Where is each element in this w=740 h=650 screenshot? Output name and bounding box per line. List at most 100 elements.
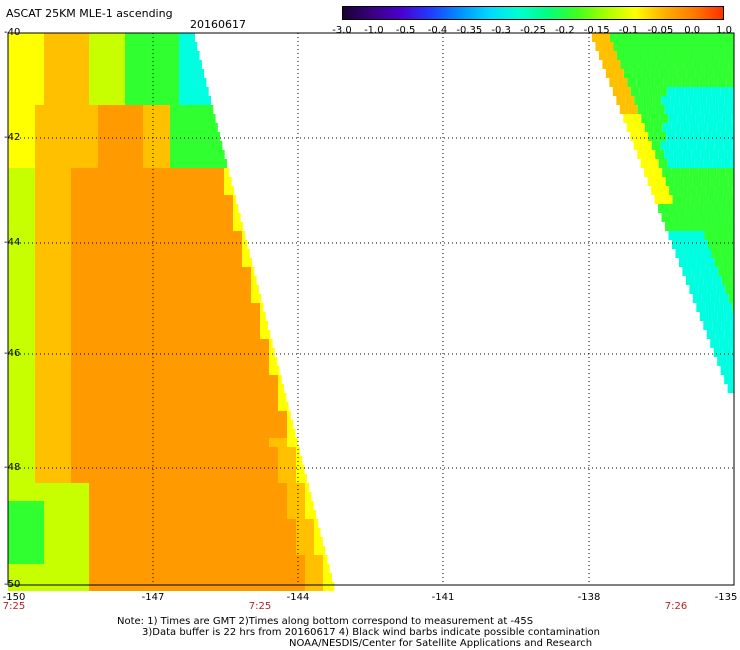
- swath-cell: [224, 150, 225, 159]
- swath-cell: [80, 546, 89, 555]
- swath-cell: [44, 123, 53, 132]
- swath-cell: [179, 42, 188, 51]
- swath-cell: [125, 375, 134, 384]
- swath-cell: [152, 393, 161, 402]
- swath-cell: [179, 33, 188, 42]
- swath-cell: [618, 78, 628, 87]
- swath-cell: [89, 465, 98, 474]
- swath-cell: [80, 195, 89, 204]
- swath-cell: [134, 168, 143, 177]
- swath-cell: [107, 267, 116, 276]
- swath-cell: [188, 546, 197, 555]
- swath-cell: [197, 312, 206, 321]
- swath-cell: [305, 555, 314, 564]
- swath-cell: [251, 546, 260, 555]
- swath-cell: [714, 141, 724, 150]
- swath-cell: [678, 258, 688, 267]
- swath-cell: [727, 384, 734, 393]
- swath-cell: [269, 555, 278, 564]
- swath-cell: [26, 78, 35, 87]
- swath-cell: [62, 42, 71, 51]
- swath-cell: [179, 447, 188, 456]
- swath-cell: [152, 303, 161, 312]
- swath-cell: [143, 285, 152, 294]
- swath-cell: [89, 42, 98, 51]
- swath-cell: [260, 294, 262, 303]
- swath-cell: [17, 132, 26, 141]
- swath-cell: [116, 312, 125, 321]
- swath-cell: [675, 87, 685, 96]
- swath-cell: [116, 474, 125, 483]
- swath-cell: [8, 528, 17, 537]
- swath-cell: [296, 573, 305, 582]
- swath-cell: [17, 429, 26, 438]
- swath-cell: [233, 411, 242, 420]
- swath-cell: [170, 546, 179, 555]
- swath-cell: [125, 42, 134, 51]
- swath-cell: [179, 114, 188, 123]
- swath-cell: [71, 519, 80, 528]
- swath-cell: [62, 150, 71, 159]
- swath-cell: [98, 60, 107, 69]
- swath-cell: [134, 231, 143, 240]
- swath-cell: [269, 384, 278, 393]
- swath-cell: [107, 411, 116, 420]
- swath-cell: [278, 393, 287, 402]
- swath-cell: [242, 285, 251, 294]
- swath-cell: [53, 60, 62, 69]
- swath-cell: [8, 105, 17, 114]
- swath-cell: [260, 501, 269, 510]
- swath-cell: [233, 312, 242, 321]
- swath-cell: [644, 123, 654, 132]
- swath-cell: [143, 546, 152, 555]
- swath-cell: [242, 258, 251, 267]
- swath-cell: [170, 411, 179, 420]
- swath-cell: [53, 510, 62, 519]
- swath-cell: [710, 294, 720, 303]
- swath-cell: [62, 402, 71, 411]
- swath-cell: [215, 285, 224, 294]
- swath-cell: [705, 303, 715, 312]
- swath-cell: [35, 168, 44, 177]
- swath-cell: [721, 204, 731, 213]
- swath-cell: [17, 447, 26, 456]
- swath-cell: [26, 303, 35, 312]
- swath-cell: [206, 420, 215, 429]
- swath-cell: [89, 321, 98, 330]
- swath-cell: [125, 96, 134, 105]
- swath-cell: [676, 204, 686, 213]
- swath-cell: [269, 483, 278, 492]
- swath-cell: [672, 78, 682, 87]
- swath-cell: [170, 402, 179, 411]
- color-scale-tick: 1.0: [716, 25, 732, 36]
- swath-cell: [71, 258, 80, 267]
- swath-cell: [251, 492, 260, 501]
- swath-cell: [8, 186, 17, 195]
- swath-cell: [35, 519, 44, 528]
- swath-cell: [197, 105, 206, 114]
- swath-cell: [71, 150, 80, 159]
- swath-cell: [664, 150, 674, 159]
- swath-cell: [656, 60, 666, 69]
- swath-cell: [44, 96, 53, 105]
- swath-cell: [44, 195, 53, 204]
- swath-cell: [251, 411, 260, 420]
- swath-cell: [233, 483, 242, 492]
- swath-cell: [170, 348, 179, 357]
- swath-cell: [8, 339, 17, 348]
- swath-cell: [278, 510, 287, 519]
- swath-cell: [708, 195, 718, 204]
- swath-cell: [197, 96, 206, 105]
- swath-cell: [143, 429, 152, 438]
- swath-cell: [224, 546, 233, 555]
- swath-cell: [152, 123, 161, 132]
- swath-cell: [71, 384, 80, 393]
- swath-cell: [215, 240, 224, 249]
- swath-cell: [62, 312, 71, 321]
- swath-cell: [53, 33, 62, 42]
- swath-cell: [197, 186, 206, 195]
- swath-cell: [206, 357, 215, 366]
- swath-cell: [724, 375, 734, 384]
- swath-cell: [689, 123, 699, 132]
- swath-cell: [116, 555, 125, 564]
